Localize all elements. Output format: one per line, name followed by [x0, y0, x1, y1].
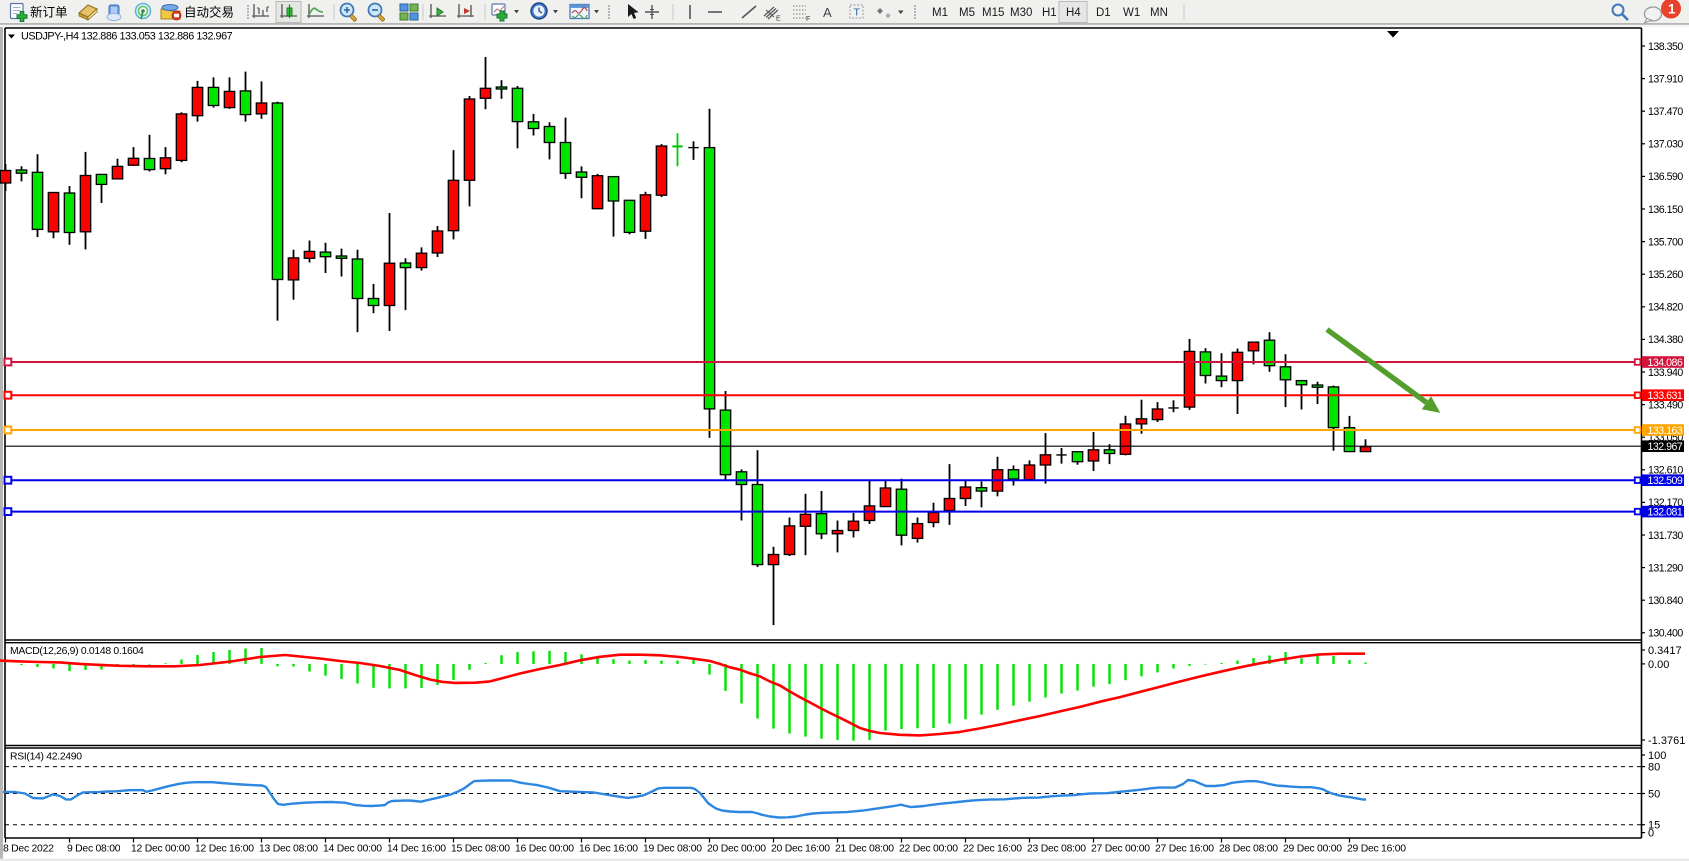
svg-text:22 Dec 00:00: 22 Dec 00:00	[899, 844, 958, 855]
svg-text:19 Dec 08:00: 19 Dec 08:00	[643, 844, 702, 855]
svg-text:A: A	[823, 5, 832, 20]
svg-text:15: 15	[1648, 820, 1660, 832]
svg-text:100: 100	[1648, 750, 1666, 762]
svg-text:M5: M5	[959, 7, 975, 19]
svg-text:0: 0	[1648, 828, 1654, 840]
svg-text:0.3417: 0.3417	[1648, 645, 1682, 657]
svg-text:28 Dec 08:00: 28 Dec 08:00	[1219, 844, 1278, 855]
svg-text:133.163: 133.163	[1648, 425, 1683, 437]
svg-text:14 Dec 00:00: 14 Dec 00:00	[323, 844, 382, 855]
svg-text:29 Dec 00:00: 29 Dec 00:00	[1283, 844, 1342, 855]
svg-text:133.490: 133.490	[1648, 399, 1683, 411]
svg-text:9 Dec 08:00: 9 Dec 08:00	[67, 844, 121, 855]
svg-text:27 Dec 00:00: 27 Dec 00:00	[1091, 844, 1150, 855]
svg-text:14 Dec 16:00: 14 Dec 16:00	[387, 844, 446, 855]
svg-text:137.030: 137.030	[1648, 139, 1683, 151]
svg-text:-1.3761: -1.3761	[1648, 735, 1685, 747]
svg-text:133.631: 133.631	[1648, 390, 1683, 402]
svg-text:136.590: 136.590	[1648, 171, 1683, 183]
svg-text:16 Dec 00:00: 16 Dec 00:00	[515, 844, 574, 855]
svg-text:MN: MN	[1150, 7, 1168, 19]
svg-text:27 Dec 16:00: 27 Dec 16:00	[1155, 844, 1214, 855]
svg-text:22 Dec 16:00: 22 Dec 16:00	[963, 844, 1022, 855]
svg-text:8 Dec 2022: 8 Dec 2022	[3, 844, 54, 855]
svg-text:131.290: 131.290	[1648, 562, 1683, 574]
svg-text:136.150: 136.150	[1648, 204, 1683, 216]
svg-text:133.940: 133.940	[1648, 367, 1683, 379]
svg-text:130.840: 130.840	[1648, 595, 1683, 607]
svg-text:134.820: 134.820	[1648, 302, 1683, 314]
svg-text:132.610: 132.610	[1648, 465, 1683, 477]
svg-text:H1: H1	[1042, 7, 1057, 19]
svg-text:M1: M1	[932, 7, 948, 19]
svg-text:E: E	[776, 16, 781, 23]
svg-text:T: T	[854, 7, 861, 19]
svg-text:0.00: 0.00	[1648, 659, 1669, 671]
svg-text:20 Dec 00:00: 20 Dec 00:00	[707, 844, 766, 855]
svg-text:F: F	[806, 16, 810, 23]
svg-text:132.081: 132.081	[1648, 507, 1683, 519]
svg-text:130.400: 130.400	[1648, 628, 1683, 640]
svg-text:50: 50	[1648, 789, 1660, 801]
svg-text:13 Dec 08:00: 13 Dec 08:00	[259, 844, 318, 855]
svg-text:12 Dec 16:00: 12 Dec 16:00	[195, 844, 254, 855]
svg-text:132.967: 132.967	[1648, 441, 1683, 453]
svg-text:135.260: 135.260	[1648, 269, 1683, 281]
svg-text:MACD(12,26,9) 0.0148 0.1604: MACD(12,26,9) 0.0148 0.1604	[10, 646, 144, 657]
svg-text:134.086: 134.086	[1648, 357, 1683, 369]
svg-text:RSI(14) 42.2490: RSI(14) 42.2490	[10, 752, 82, 763]
svg-text:138.350: 138.350	[1648, 41, 1683, 53]
svg-text:USDJPY-,H4 132.886 133.053 13: USDJPY-,H4 132.886 133.053 132.886 132.9…	[21, 31, 233, 43]
svg-text:137.470: 137.470	[1648, 106, 1683, 118]
svg-text:21 Dec 08:00: 21 Dec 08:00	[835, 844, 894, 855]
svg-text:134.380: 134.380	[1648, 334, 1683, 346]
svg-text:D1: D1	[1096, 7, 1111, 19]
svg-text:80: 80	[1648, 762, 1660, 774]
svg-text:H4: H4	[1066, 7, 1081, 19]
svg-text:12 Dec 00:00: 12 Dec 00:00	[131, 844, 190, 855]
svg-text:29 Dec 16:00: 29 Dec 16:00	[1347, 844, 1406, 855]
svg-text:23 Dec 08:00: 23 Dec 08:00	[1027, 844, 1086, 855]
svg-text:M15: M15	[982, 7, 1004, 19]
svg-text:20 Dec 16:00: 20 Dec 16:00	[771, 844, 830, 855]
svg-text:M30: M30	[1010, 7, 1032, 19]
svg-text:1: 1	[1668, 2, 1676, 17]
svg-text:新订单: 新订单	[30, 5, 68, 20]
svg-text:W1: W1	[1123, 7, 1140, 19]
svg-text:137.910: 137.910	[1648, 73, 1683, 85]
svg-text:135.700: 135.700	[1648, 236, 1683, 248]
svg-text:16 Dec 16:00: 16 Dec 16:00	[579, 844, 638, 855]
svg-text:131.730: 131.730	[1648, 530, 1683, 542]
svg-text:15 Dec 08:00: 15 Dec 08:00	[451, 844, 510, 855]
svg-text:自动交易: 自动交易	[184, 5, 234, 20]
svg-text:132.509: 132.509	[1648, 475, 1683, 487]
